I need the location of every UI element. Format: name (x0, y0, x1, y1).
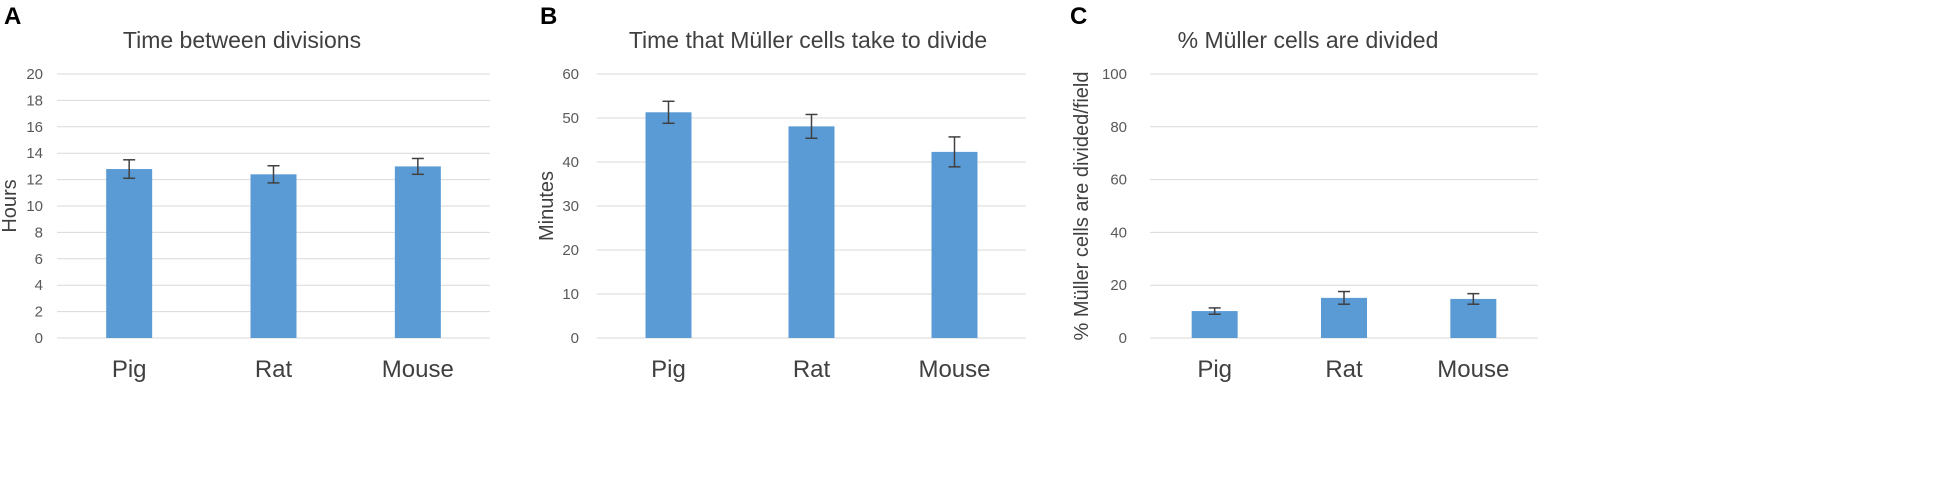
panel-letter: C (1070, 3, 1087, 30)
category-label: Pig (1197, 356, 1232, 383)
y-tick-label: 10 (562, 286, 579, 303)
y-axis-title: % Müller cells are divided/field (1071, 71, 1093, 340)
chart-panel-a: A Time between divisions 0 2 4 6 8 10 12 14 16 18 20… (0, 3, 490, 383)
y-tick-label: 20 (562, 242, 579, 259)
category-label: Pig (651, 356, 686, 383)
category-label: Rat (793, 356, 831, 383)
chart-title: % Müller cells are divided (1178, 27, 1439, 53)
bar-rat (788, 126, 835, 338)
bar-pig (106, 169, 153, 338)
panel-letter: B (540, 3, 557, 30)
y-tick-label: 4 (35, 277, 43, 294)
category-label: Rat (1325, 356, 1363, 383)
category-label: Pig (112, 356, 147, 383)
bar-mouse (1450, 298, 1497, 338)
bar-pig (1191, 311, 1238, 338)
panel-letter: A (4, 3, 21, 30)
y-tick-label: 20 (26, 66, 43, 83)
y-tick-label: 8 (35, 224, 43, 241)
y-tick-label: 0 (1119, 330, 1127, 347)
y-tick-label: 2 (35, 304, 43, 321)
y-tick-label: 14 (26, 145, 43, 162)
bar-mouse (394, 166, 441, 338)
y-axis-title: Minutes (536, 171, 558, 241)
y-tick-label: 18 (26, 92, 43, 109)
bar-rat (250, 174, 297, 338)
y-tick-label: 16 (26, 119, 43, 136)
y-axis-title: Hours (0, 179, 21, 232)
category-label: Mouse (1437, 356, 1509, 383)
bar-pig (645, 112, 692, 338)
y-tick-label: 60 (562, 66, 579, 83)
y-tick-label: 0 (35, 330, 43, 347)
chart-panel-b: B Time that Müller cells take to divide 0 1… (536, 3, 1026, 383)
y-tick-label: 100 (1102, 66, 1127, 83)
y-tick-label: 40 (562, 154, 579, 171)
y-tick-label: 12 (26, 172, 43, 189)
category-label: Rat (255, 356, 293, 383)
y-tick-label: 30 (562, 198, 579, 215)
y-tick-label: 10 (26, 198, 43, 215)
y-tick-label: 50 (562, 110, 579, 127)
y-tick-label: 80 (1110, 119, 1127, 136)
y-tick-label: 60 (1110, 172, 1127, 189)
chart-panel-c: C % Müller cells are divided 0 20 40 60 80 100 P… (1070, 3, 1538, 383)
category-label: Mouse (918, 356, 990, 383)
y-tick-label: 0 (571, 330, 579, 347)
y-tick-label: 40 (1110, 224, 1127, 241)
chart-title: Time between divisions (123, 27, 361, 53)
chart-title: Time that Müller cells take to divide (629, 27, 987, 53)
y-tick-label: 20 (1110, 277, 1127, 294)
y-tick-label: 6 (35, 251, 43, 268)
bar-mouse (931, 151, 978, 338)
category-label: Mouse (382, 356, 454, 383)
